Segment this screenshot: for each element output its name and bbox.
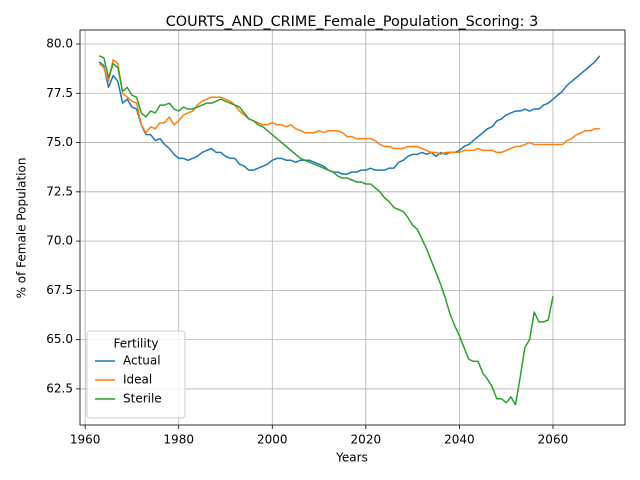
y-tick-label: 70.0 <box>46 234 73 248</box>
x-tick-label: 2060 <box>538 433 569 447</box>
y-tick-label: 67.5 <box>46 283 73 297</box>
x-tick-label: 2040 <box>444 433 475 447</box>
chart-title: COURTS_AND_CRIME_Female_Population_Scori… <box>166 14 539 30</box>
line-series <box>98 55 601 175</box>
y-tick-label: 77.5 <box>46 86 73 100</box>
legend-box <box>86 330 186 419</box>
legend-label: Ideal <box>123 373 152 387</box>
y-tick-label: 62.5 <box>46 381 73 395</box>
legend-label: Sterile <box>123 392 162 406</box>
line-series <box>98 59 600 156</box>
y-tick-label: 75.0 <box>46 135 73 149</box>
plot-frame <box>79 29 626 426</box>
y-tick-label: 80.0 <box>46 36 73 50</box>
legend-label: Actual <box>123 354 161 368</box>
x-tick-label: 2000 <box>257 433 288 447</box>
x-tick-label: 1960 <box>70 433 101 447</box>
line-series <box>98 55 554 406</box>
legend-title: Fertility <box>113 337 158 351</box>
legend: Fertility Actual Ideal Sterile <box>86 330 186 419</box>
y-axis-label: % of Female Population <box>15 158 29 299</box>
x-tick-label: 1980 <box>163 433 194 447</box>
x-tick-label: 2020 <box>351 433 382 447</box>
y-tick-label: 65.0 <box>46 332 73 346</box>
y-tick-label: 72.5 <box>46 184 73 198</box>
x-axis-label: Years <box>335 451 368 465</box>
